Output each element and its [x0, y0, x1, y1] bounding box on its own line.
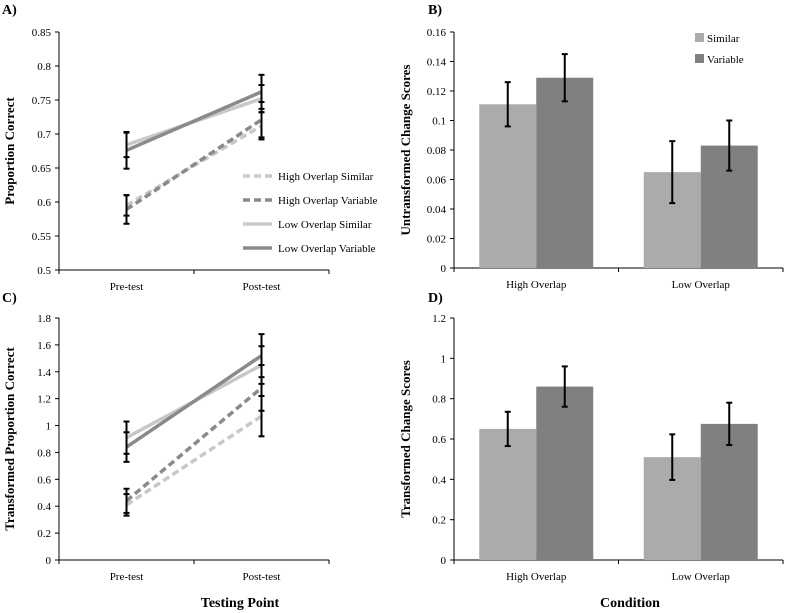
panel-b-legend-swatch [695, 33, 704, 42]
panel-a-line-high-overlap-variable [125, 118, 263, 211]
panel-c-x-tick-label: Post-test [243, 571, 281, 583]
panel-d-bar-variable [536, 386, 594, 560]
panel-c-y-tick-label: 1 [46, 421, 52, 433]
panel-a-x-tick-label: Post-test [243, 281, 281, 293]
panel-c-label: C) [2, 291, 17, 306]
panel-b-legend-label: Variable [707, 54, 744, 66]
panel-a-y-tick-label: 0.7 [37, 129, 51, 141]
panel-d-x-tick-label: Low Overlap [672, 571, 731, 583]
panel-c-y-tick-label: 1.6 [37, 340, 51, 352]
panel-b-y-tick-label: 0.04 [427, 204, 447, 216]
panel-c-line-high-overlap-variable [125, 386, 263, 503]
panel-b-y-tick-label: 0.1 [432, 116, 446, 128]
panel-c-y-tick-label: 0.6 [37, 474, 51, 486]
panel-d-y-tick-label: 0.6 [432, 434, 446, 446]
panel-a-y-tick-label: 0.5 [37, 265, 51, 277]
x-label-condition: Condition [600, 596, 660, 611]
panel-b-x-tick-label: High Overlap [506, 279, 567, 291]
panel-b-bar-variable [536, 77, 594, 268]
panel-a-legend-label: Low Overlap Variable [278, 243, 376, 255]
panel-b-legend-swatch [695, 54, 704, 63]
panel-b-y-tick-label: 0.14 [427, 57, 447, 69]
panel-a-y-tick-label: 0.55 [32, 231, 52, 243]
panel-b-y-tick-label: 0.02 [427, 234, 446, 246]
panel-a-y-tick-label: 0.8 [37, 61, 51, 73]
panel-a-legend-label: Low Overlap Similar [278, 219, 372, 231]
panel-b-y-axis-title: Untransformed Change Scores [398, 65, 413, 236]
panel-c-x-tick-label: Pre-test [110, 571, 144, 583]
panel-c-y-axis-title: Transformed Proportion Correct [2, 347, 17, 531]
panel-a-y-tick-label: 0.75 [32, 95, 52, 107]
panel-d-bar-variable [700, 423, 758, 560]
panel-a-y-tick-label: 0.6 [37, 197, 51, 209]
panel-c-line-high-overlap-similar [125, 414, 263, 507]
panel-d-y-tick-label: 0.8 [432, 394, 446, 406]
panel-c-y-tick-label: 1.2 [37, 394, 51, 406]
panel-d-y-tick-label: 1.2 [432, 313, 446, 325]
panel-b-label: B) [428, 3, 442, 18]
panel-b-y-tick-label: 0.08 [427, 145, 447, 157]
panel-d-y-tick-label: 1 [441, 353, 447, 365]
panel-a-y-axis-title: Proportion Correct [2, 97, 17, 205]
panel-b-y-tick-label: 0 [441, 263, 447, 275]
panel-c-y-tick-label: 0.8 [37, 447, 51, 459]
panel-c-line-low-overlap-variable [125, 354, 263, 449]
panel-b-x-tick-label: Low Overlap [672, 279, 731, 291]
panel-c-y-tick-label: 1.4 [37, 367, 51, 379]
panel-c-y-tick-label: 1.8 [37, 313, 51, 325]
panel-a-y-tick-label: 0.85 [32, 27, 52, 39]
panel-b-bar-similar [479, 104, 537, 269]
panel-b-y-tick-label: 0.06 [427, 175, 447, 187]
panel-a-y-tick-label: 0.65 [32, 163, 52, 175]
panel-d-y-tick-label: 0 [441, 555, 447, 567]
panel-a-x-tick-label: Pre-test [110, 281, 144, 293]
panel-a-line-low-overlap-variable [125, 90, 263, 152]
panel-d-y-axis-title: Transformed Change Scores [398, 360, 413, 518]
panel-a-legend-label: High Overlap Variable [278, 195, 377, 207]
panel-d-x-tick-label: High Overlap [506, 571, 567, 583]
panel-a-legend-label: High Overlap Similar [278, 171, 374, 183]
panel-b-legend-label: Similar [707, 33, 740, 45]
panel-b-y-tick-label: 0.16 [427, 27, 447, 39]
panel-d-bar-similar [479, 428, 537, 560]
panel-d-y-tick-label: 0.2 [432, 515, 446, 527]
panel-c-y-tick-label: 0.2 [37, 528, 51, 540]
panel-a-label: A) [2, 3, 17, 18]
panel-c-y-tick-label: 0.4 [37, 501, 51, 513]
x-label-testing-point: Testing Point [200, 596, 280, 611]
panel-d-y-tick-label: 0.4 [432, 474, 446, 486]
panel-b-y-tick-label: 0.12 [427, 86, 446, 98]
panel-d-label: D) [428, 291, 443, 306]
panel-c-y-tick-label: 0 [46, 555, 52, 567]
